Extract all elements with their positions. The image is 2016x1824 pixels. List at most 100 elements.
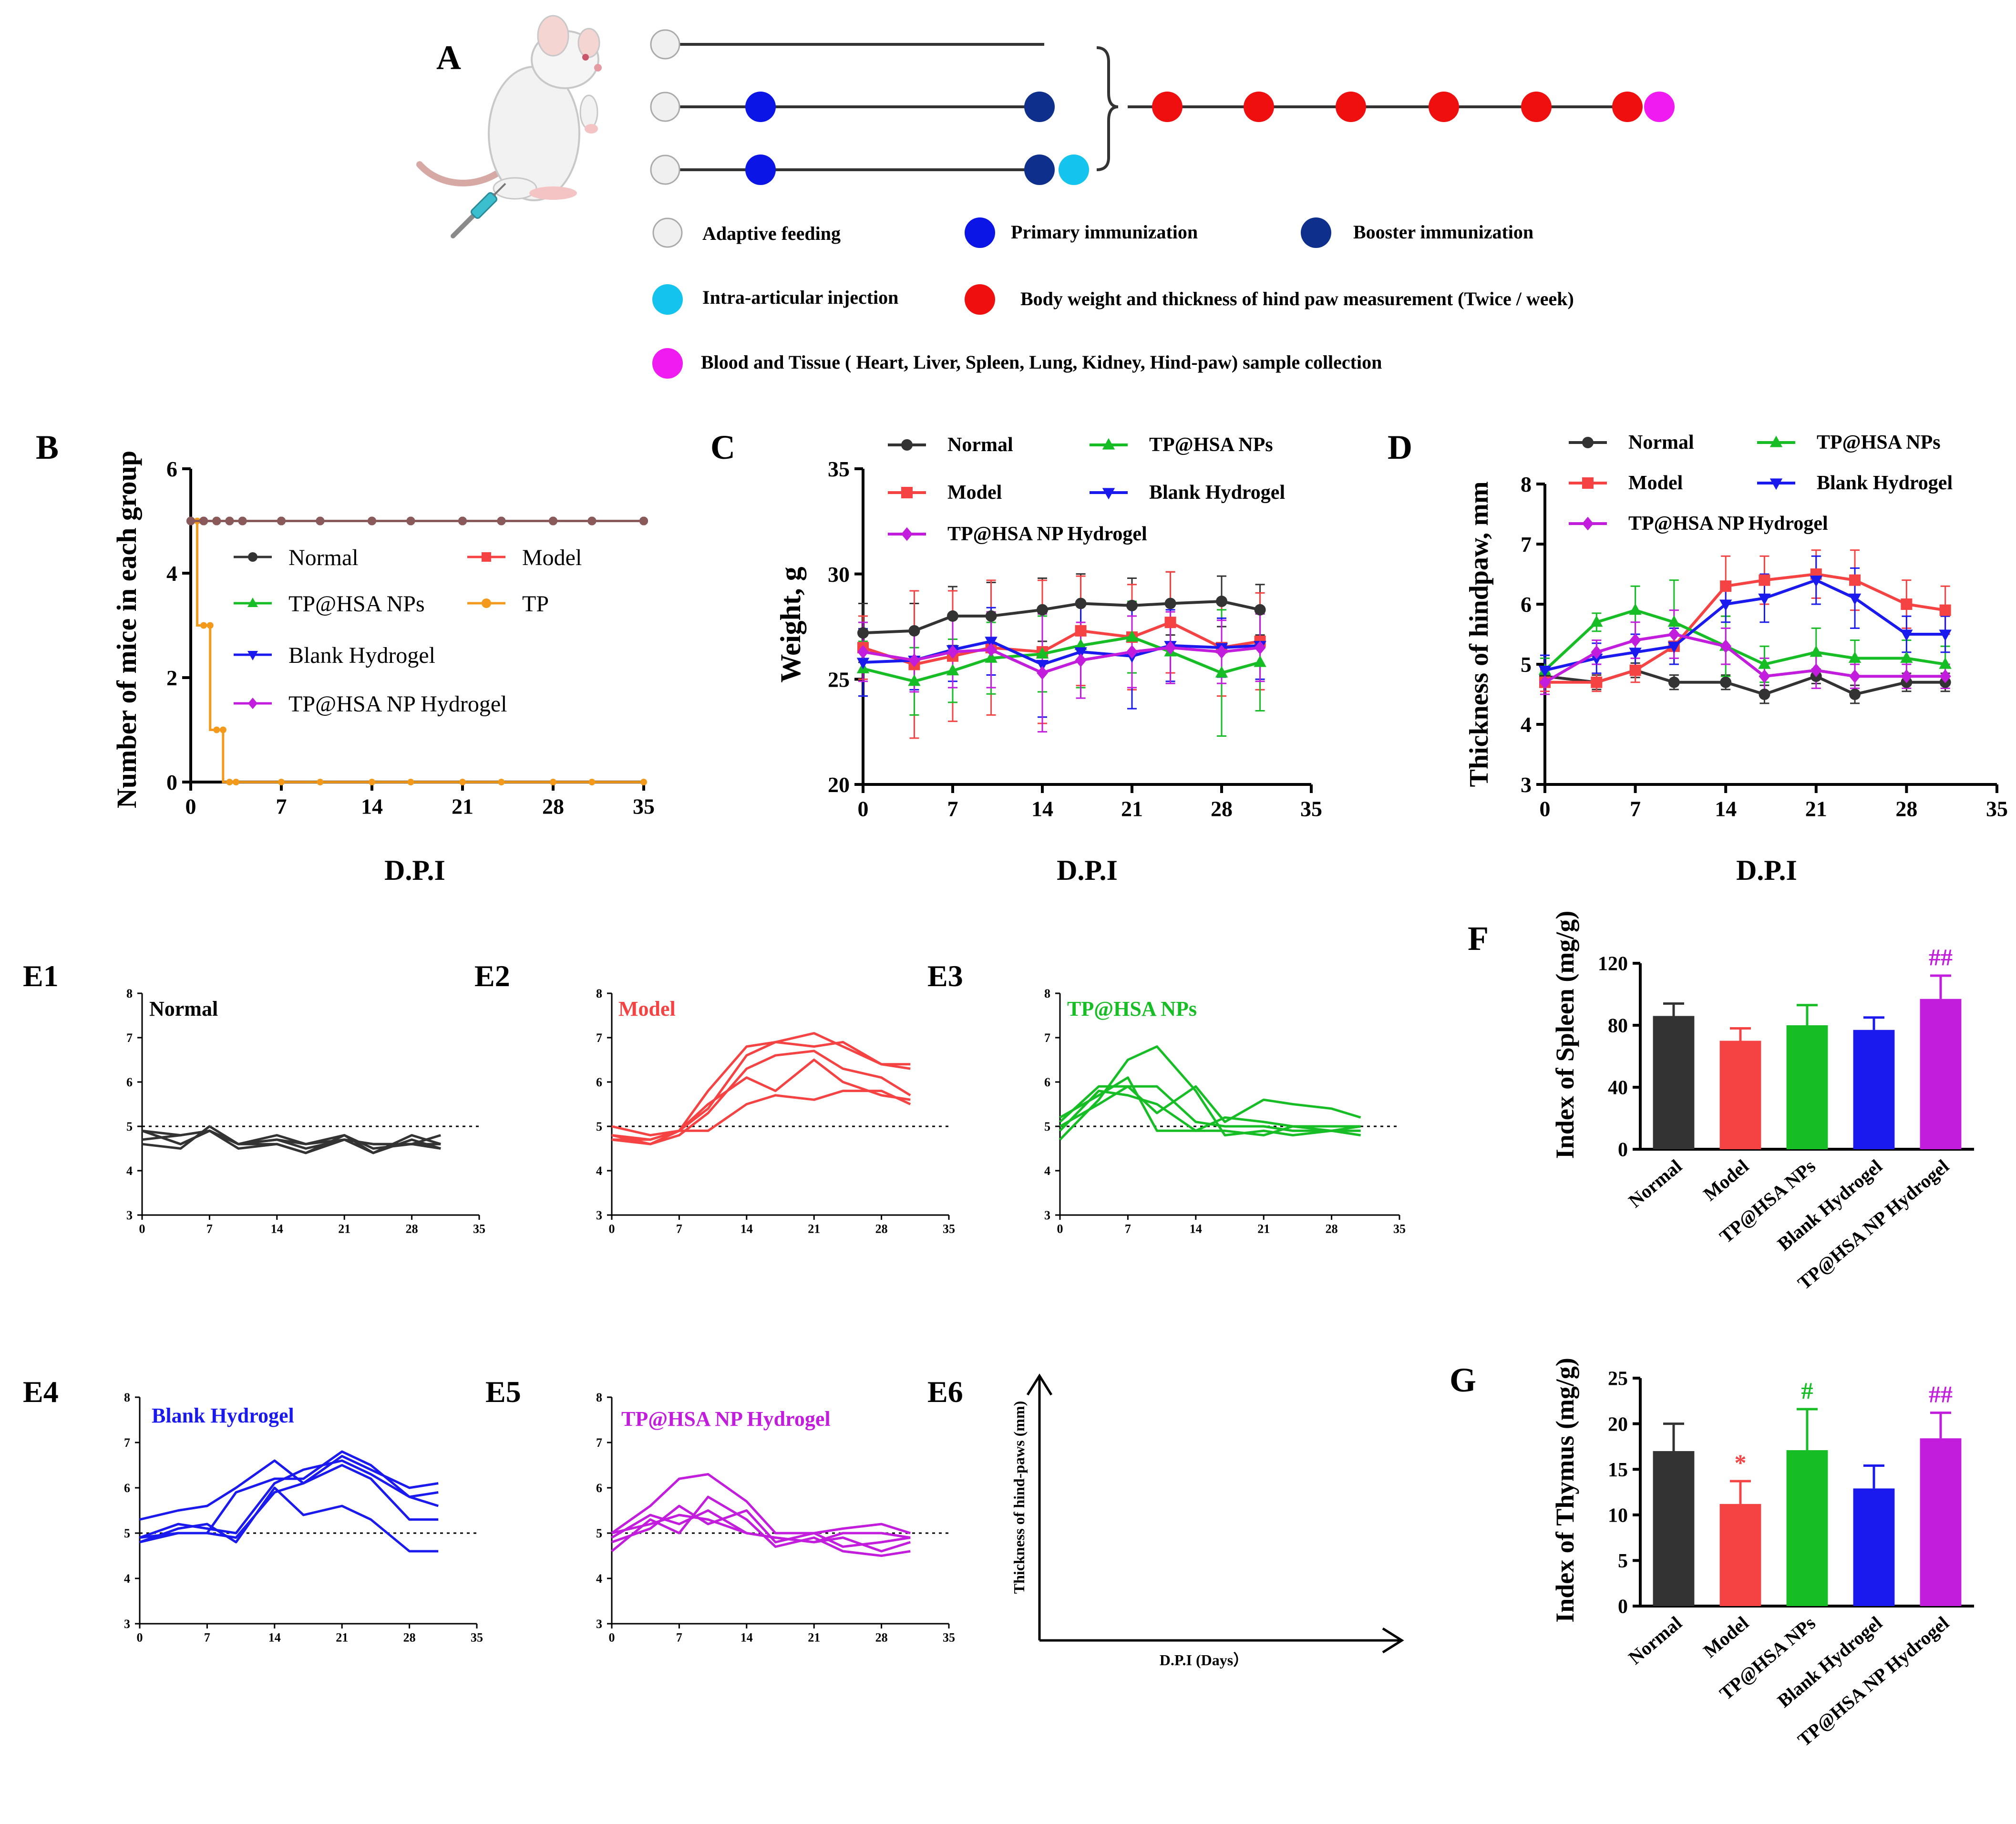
y-tick-label: 35 xyxy=(828,457,850,481)
panel-d-chart: D Thickness of hindpaw, mm D.P.I 3 4 5 6 7 8 0… xyxy=(1388,428,2008,886)
x-tick-label: 28 xyxy=(1895,796,1917,821)
data-point-model xyxy=(1759,574,1770,586)
individual-line-5 xyxy=(611,1090,911,1141)
bar-model xyxy=(1719,1041,1761,1149)
individual-line-5 xyxy=(611,1509,911,1544)
data-point-tphsa_np_hydrogel xyxy=(908,653,920,668)
x-tick-label: 21 xyxy=(338,1222,350,1236)
data-point-tp xyxy=(550,779,556,785)
legend-primary-label: Primary immunization xyxy=(1011,221,1198,243)
y-tick-label: 0 xyxy=(1618,1596,1628,1618)
data-point-tphsa_np_hydrogel xyxy=(587,516,597,526)
x-tick-label: 0 xyxy=(139,1222,145,1236)
legend-marker-tphsa_np_hydrogel xyxy=(901,527,913,541)
y-tick-label: 8 xyxy=(126,987,133,1000)
y-tick-label: 2 xyxy=(166,666,177,690)
legend-label-tphsa_nps: TP@HSA NPs xyxy=(288,591,425,617)
data-point-tphsa_np_hydrogel xyxy=(406,516,415,526)
panel-e6-diagram: E6 Thickness of hind-paws (mm) D.P.I (Da… xyxy=(927,1373,1404,1669)
x-tick-label: 14 xyxy=(1715,796,1737,821)
series-line-tphsa_nps xyxy=(863,635,1261,683)
data-point-tp xyxy=(640,779,647,785)
y-tick-label: 5 xyxy=(1521,652,1532,677)
individual-line-1 xyxy=(611,1041,911,1137)
panel-e1-chart: E1 Normal 3 4 5 6 7 8 0 7 14 21 28 35 xyxy=(23,959,485,1236)
legend-booster-label: Booster immunization xyxy=(1353,221,1533,243)
data-point-normal xyxy=(1126,599,1138,611)
legend-label-normal: Normal xyxy=(1628,432,1694,453)
data-point-tp xyxy=(213,726,220,733)
data-point-tphsa_nps xyxy=(1074,639,1087,650)
series-line-tphsa_np_hydrogel xyxy=(863,646,1260,675)
data-point-tphsa_np_hydrogel xyxy=(316,516,325,526)
data-point-tphsa_nps xyxy=(1254,655,1266,667)
y-tick-label: 10 xyxy=(1608,1505,1628,1527)
individual-line-3 xyxy=(611,1050,911,1145)
panel-c-chart: C Weight, g D.P.I 20 25 30 35 0 7 14 21 28 35 Norm… xyxy=(710,428,1322,886)
legend-marker-model xyxy=(482,552,491,562)
data-point-tphsa_nps xyxy=(1215,666,1228,678)
panel-e3-title: TP@HSA NPs xyxy=(1067,997,1197,1020)
individual-line-5 xyxy=(139,1464,439,1539)
data-point-tphsa_np_hydrogel xyxy=(639,516,648,526)
y-tick-label: 15 xyxy=(1608,1459,1628,1481)
x-tick-label: 7 xyxy=(276,794,287,818)
panel-e4-chart: E4 Blank Hydrogel 3 4 5 6 7 8 0 7 14 21 28 35 xyxy=(23,1375,483,1644)
y-tick-label: 6 xyxy=(1044,1075,1050,1089)
series-line-normal xyxy=(863,600,1261,635)
y-tick-label: 6 xyxy=(1521,592,1532,617)
data-point-tphsa_np_hydrogel xyxy=(1939,669,1951,683)
legend-marker-normal xyxy=(1582,437,1594,448)
legend-marker-tphsa_nps xyxy=(247,598,258,607)
legend-primary-marker xyxy=(965,217,995,248)
individual-line-1 xyxy=(139,1455,439,1521)
legend-marker-normal xyxy=(248,552,257,562)
y-tick-label: 20 xyxy=(828,773,850,797)
series-line-blank_hydrogel xyxy=(863,639,1260,666)
data-point-tphsa_np_hydrogel xyxy=(225,516,234,526)
data-point-blank_hydrogel xyxy=(985,637,998,649)
data-point-blank_hydrogel xyxy=(1719,599,1732,611)
legend-marker-tphsa_np_hydrogel xyxy=(1582,516,1594,531)
legend-measure-marker xyxy=(965,284,995,315)
panel-b-xlabel: D.P.I xyxy=(384,855,445,886)
data-point-normal xyxy=(1216,596,1227,608)
x-tick-label: 0 xyxy=(1540,796,1551,821)
measurement-marker xyxy=(1152,92,1183,122)
measurement-marker xyxy=(1244,92,1274,122)
x-tick-label: 28 xyxy=(542,794,564,818)
data-point-model xyxy=(1849,574,1861,586)
x-tick-label: 14 xyxy=(1031,796,1053,821)
data-point-tphsa_np_hydrogel xyxy=(1591,645,1603,660)
x-tick-label: 7 xyxy=(204,1630,210,1644)
x-tick-label: 35 xyxy=(1986,796,2008,821)
data-point-normal xyxy=(857,627,869,639)
data-point-tphsa_np_hydrogel xyxy=(549,516,557,526)
syringe-icon xyxy=(451,183,506,238)
data-point-tphsa_np_hydrogel xyxy=(1126,645,1138,659)
data-point-blank_hydrogel xyxy=(1074,647,1087,659)
data-point-model xyxy=(1591,676,1603,688)
data-point-normal xyxy=(1849,689,1861,700)
y-tick-label: 4 xyxy=(596,1164,602,1178)
category-label-normal: Normal xyxy=(1624,1155,1686,1212)
bar-blank_hydrogel xyxy=(1853,1488,1895,1606)
individual-line-1 xyxy=(611,1473,911,1535)
x-tick-label: 21 xyxy=(336,1630,348,1644)
data-point-tphsa_np_hydrogel xyxy=(1254,640,1266,655)
data-point-tphsa_np_hydrogel xyxy=(1164,640,1176,655)
significance-mark: ## xyxy=(1929,1381,1953,1408)
data-point-normal xyxy=(1254,604,1266,616)
data-point-blank_hydrogel xyxy=(1036,660,1049,671)
data-point-normal xyxy=(908,625,920,637)
data-point-model xyxy=(1939,604,1951,616)
legend-marker-blank_hydrogel xyxy=(247,651,258,660)
panel-e4-title: Blank Hydrogel xyxy=(152,1404,294,1427)
y-tick-label: 5 xyxy=(126,1120,133,1134)
data-point-tphsa_np_hydrogel xyxy=(1759,669,1770,683)
data-point-blank_hydrogel xyxy=(1538,666,1552,677)
category-label-normal: Normal xyxy=(1624,1612,1686,1669)
data-point-tphsa_np_hydrogel xyxy=(238,516,247,526)
legend-measure-label: Body weight and thickness of hind paw me… xyxy=(1020,288,1574,309)
individual-line-5 xyxy=(142,1129,441,1154)
